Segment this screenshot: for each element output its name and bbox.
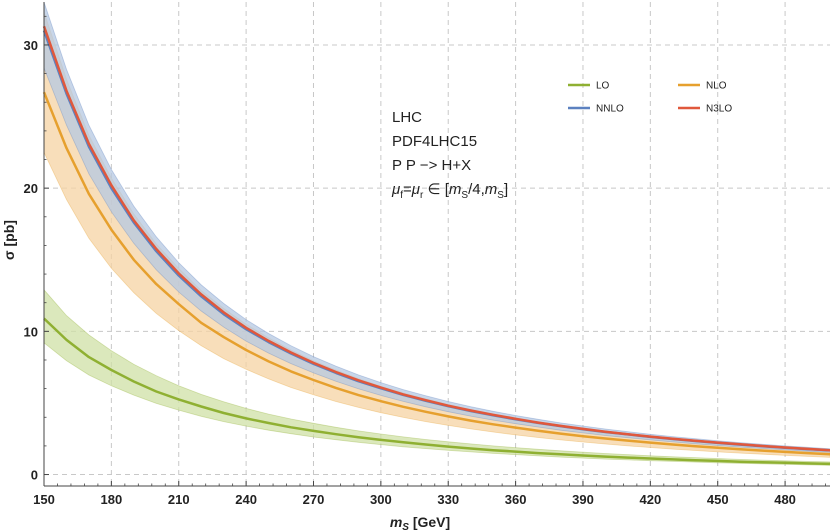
band-nnlo [43, 1, 830, 453]
annotation-line-3: P P −> H+X [392, 157, 471, 174]
legend-label-nlo: NLO [706, 81, 727, 92]
band-lo [43, 288, 830, 466]
legend-label-nnlo: NNLO [596, 104, 624, 115]
grid [44, 2, 830, 486]
uncertainty-bands [43, 1, 830, 466]
axis-titles: mS [GeV] σ [pb] [1, 220, 450, 532]
line-lo [43, 317, 830, 466]
line-nlo [42, 91, 830, 456]
x-tick-label: 300 [370, 492, 392, 507]
annotation-line-2: PDF4LHC15 [392, 133, 477, 150]
line-n3lo [42, 25, 830, 452]
axes: 150 180 210 240 270 300 330 360 390 420 450 480 0 10 2… [24, 2, 830, 507]
x-tick-label: 480 [774, 492, 796, 507]
y-tick-label: 10 [24, 324, 38, 339]
y-tick-label: 0 [31, 468, 38, 483]
x-tick-label: 210 [168, 492, 190, 507]
y-tick-label: 30 [24, 38, 38, 53]
x-tick-label: 390 [572, 492, 594, 507]
series-lines [42, 25, 830, 466]
y-axis-title: σ [pb] [1, 220, 17, 260]
x-tick-label: 450 [707, 492, 729, 507]
x-tick-label: 150 [33, 492, 55, 507]
legend-label-n3lo: N3LO [706, 104, 732, 115]
x-tick-label: 270 [303, 492, 325, 507]
legend: LO NLO NNLO N3LO [568, 81, 732, 115]
x-tick-label: 240 [235, 492, 257, 507]
annotation-block: LHC PDF4LHC15 P P −> H+X μf=μr ∈ [mS/4,m… [391, 109, 508, 201]
x-tick-label: 180 [101, 492, 123, 507]
annotation-line-1: LHC [392, 109, 422, 126]
x-tick-label: 360 [505, 492, 527, 507]
y-tick-label: 20 [24, 181, 38, 196]
x-tick-label: 330 [437, 492, 459, 507]
annotation-line-4: μf=μr ∈ [mS/4,mS] [391, 181, 508, 201]
x-axis-title: mS [GeV] [390, 514, 450, 532]
x-tick-label: 420 [639, 492, 661, 507]
legend-label-lo: LO [596, 81, 610, 92]
